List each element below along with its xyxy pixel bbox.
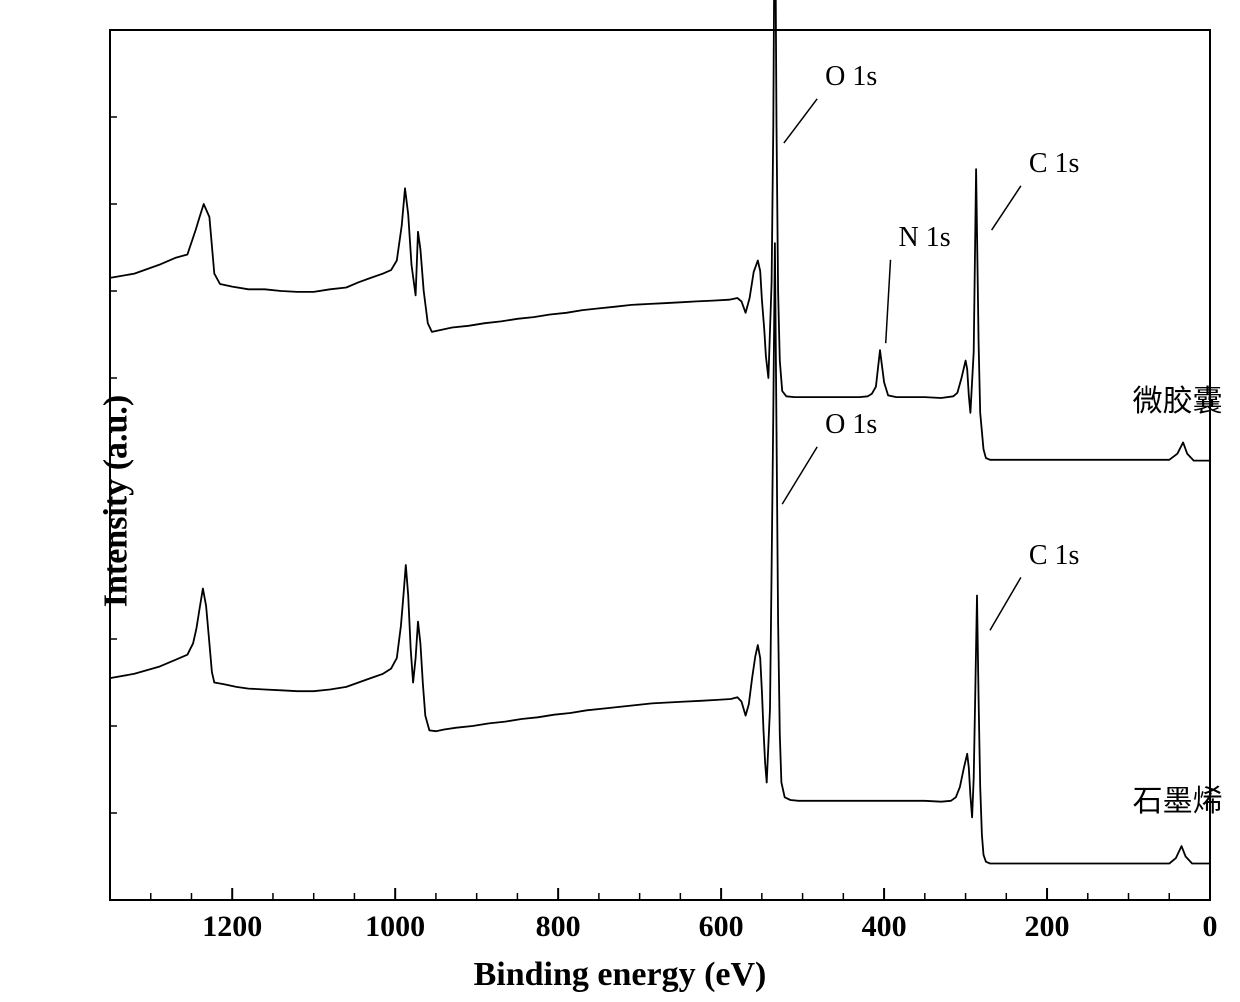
x-axis-label: Binding energy (eV): [0, 956, 1240, 994]
x-tick-label: 400: [862, 910, 907, 944]
x-tick-label: 0: [1203, 910, 1218, 944]
x-tick-label: 200: [1025, 910, 1070, 944]
x-tick-label: 1200: [202, 910, 262, 944]
series-label-graphene: 石墨烯: [1133, 776, 1223, 820]
x-tick-label: 1000: [365, 910, 425, 944]
series-label-microcapsule: 微胶囊: [1133, 376, 1223, 420]
xps-chart: Intensity (a.u.) Binding energy (eV) 0 20…: [0, 0, 1240, 1002]
peak-annotation: O 1s: [825, 409, 877, 441]
x-tick-label: 600: [699, 910, 744, 944]
peak-annotation: N 1s: [899, 222, 951, 254]
x-tick-label: 800: [536, 910, 581, 944]
y-axis-label: Intensity (a.u.): [97, 395, 135, 608]
peak-annotation: C 1s: [1029, 540, 1080, 572]
peak-annotation: C 1s: [1029, 148, 1080, 180]
peak-annotation: O 1s: [825, 61, 877, 93]
